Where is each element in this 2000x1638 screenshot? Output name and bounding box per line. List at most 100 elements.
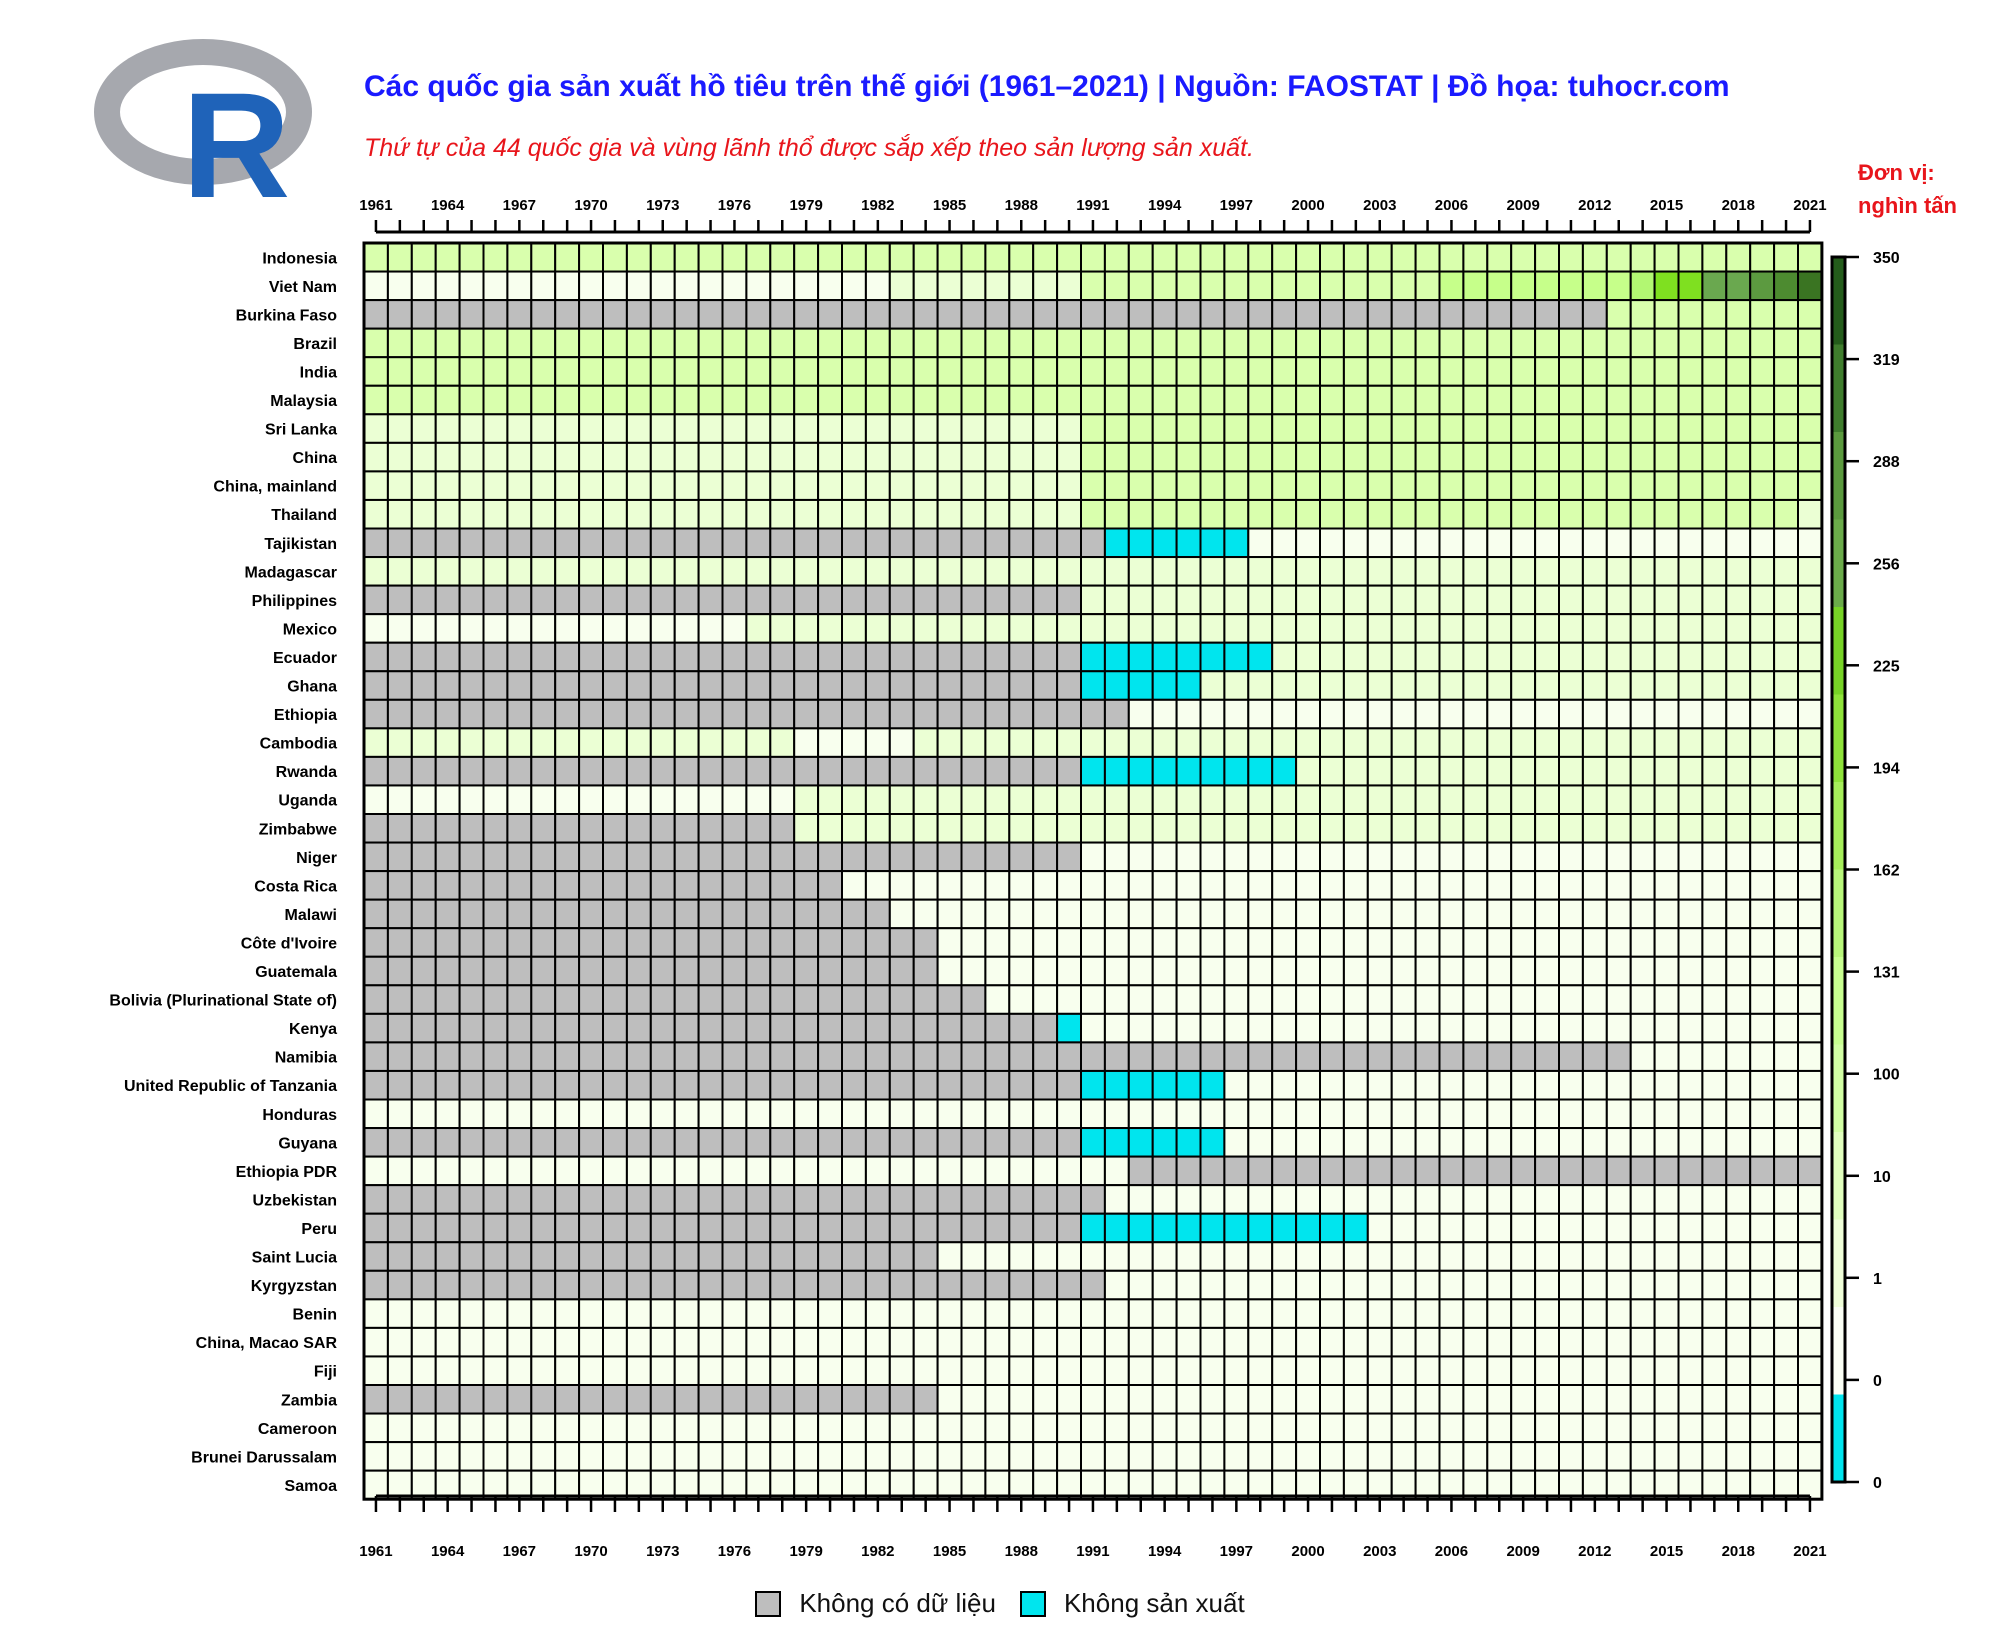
heatmap-cell [434, 1384, 461, 1415]
heatmap-cell [864, 299, 891, 330]
heatmap-cell [554, 413, 581, 444]
heatmap-cell [1366, 1412, 1393, 1444]
heatmap-cell [554, 441, 581, 473]
heatmap-cell [912, 1155, 939, 1187]
heatmap-cell [554, 556, 581, 587]
heatmap-cell [1319, 299, 1345, 330]
heatmap-cell [1605, 870, 1632, 901]
colorbar-segment [1832, 782, 1845, 870]
heatmap-cell [888, 1384, 915, 1415]
heatmap-cell [1080, 1098, 1106, 1130]
heatmap-cell [1701, 441, 1728, 473]
heatmap-cell [1462, 1127, 1489, 1158]
heatmap-cell [1605, 841, 1632, 873]
unit-line-1: Đơn vị: [1858, 160, 1935, 185]
heatmap-cell [1319, 498, 1345, 530]
heatmap-cell [1199, 1269, 1226, 1301]
heatmap-cell [1151, 670, 1178, 701]
heatmap-cell [1319, 1212, 1345, 1244]
heatmap-cell [1271, 1241, 1298, 1272]
heatmap-cell [1319, 813, 1345, 844]
row-label: Costa Rica [254, 878, 337, 895]
heatmap-cell [1223, 1069, 1250, 1101]
heatmap-cell [1558, 841, 1584, 873]
heatmap-cell [554, 1069, 581, 1101]
heatmap-cell [1677, 841, 1704, 873]
heatmap-cell [1534, 698, 1560, 730]
heatmap-cell [1127, 1384, 1154, 1415]
heatmap-cell [721, 1241, 748, 1272]
heatmap-cell [1797, 784, 1823, 816]
heatmap-cell [888, 870, 915, 901]
heatmap-cell [1127, 327, 1154, 359]
heatmap-cell [578, 955, 604, 987]
heatmap-cell [434, 470, 461, 501]
heatmap-cell [1462, 613, 1489, 644]
heatmap-cell [554, 1127, 581, 1158]
heatmap-cell [434, 384, 461, 416]
heatmap-cell [1438, 670, 1465, 701]
heatmap-cell [434, 498, 461, 530]
heatmap-cell [1773, 613, 1799, 644]
heatmap-cell [1510, 1212, 1537, 1244]
heatmap-cell [1558, 1441, 1584, 1472]
heatmap-cell [1534, 613, 1560, 644]
heatmap-cell [602, 613, 628, 644]
heatmap-cell [1223, 327, 1250, 359]
heatmap-cell [1677, 242, 1704, 273]
row-label: Cambodia [260, 736, 337, 753]
row-label: Madagascar [245, 564, 338, 581]
heatmap-cell [1127, 613, 1154, 644]
heatmap-cell [1438, 441, 1465, 473]
heatmap-cell [1366, 441, 1393, 473]
heatmap-cell [1558, 1012, 1584, 1044]
heatmap-cell [625, 1069, 652, 1101]
heatmap-cell [1390, 413, 1417, 444]
heatmap-cell [1534, 955, 1560, 987]
heatmap-cell [721, 1298, 748, 1329]
heatmap-cell [1080, 670, 1106, 701]
heatmap-cell [1510, 1127, 1537, 1158]
heatmap-cell [888, 527, 915, 559]
heatmap-cell [1199, 584, 1226, 616]
heatmap-cell [912, 955, 939, 987]
heatmap-cell [1199, 498, 1226, 530]
top-axis-label: 1970 [574, 197, 607, 214]
heatmap-cell [1056, 441, 1082, 473]
heatmap-cell [984, 670, 1011, 701]
heatmap-cell [984, 613, 1011, 644]
heatmap-cell [1605, 1441, 1632, 1472]
heatmap-cell [1701, 527, 1728, 559]
heatmap-cell [482, 498, 509, 530]
heatmap-cell [1223, 755, 1250, 787]
heatmap-cell [984, 1155, 1011, 1187]
heatmap-cell [1677, 1012, 1704, 1044]
heatmap-cell [1605, 927, 1632, 958]
heatmap-cell [530, 898, 557, 930]
heatmap-cell [1486, 784, 1513, 816]
heatmap-cell [1295, 441, 1321, 473]
heatmap-cell [1175, 1069, 1202, 1101]
heatmap-cell [1629, 641, 1656, 673]
heatmap-cell [1701, 1012, 1728, 1044]
heatmap-cell [1701, 1127, 1728, 1158]
heatmap-cell [434, 927, 461, 958]
heatmap-cell [602, 556, 628, 587]
heatmap-cell [984, 755, 1011, 787]
heatmap-cell [1797, 384, 1823, 416]
heatmap-cell [793, 1184, 820, 1215]
heatmap-cell [1056, 727, 1082, 758]
heatmap-cell [1462, 1012, 1489, 1044]
heatmap-cell [1342, 1098, 1369, 1130]
heatmap-cell [745, 898, 772, 930]
heatmap-cell [769, 927, 796, 958]
heatmap-cell [1103, 984, 1130, 1015]
heatmap-cell [1103, 784, 1130, 816]
heatmap-cell [912, 1127, 939, 1158]
heatmap-cell [1605, 813, 1632, 844]
heatmap-cell [984, 784, 1011, 816]
heatmap-cell [1103, 755, 1130, 787]
heatmap-cell [1558, 955, 1584, 987]
bottom-axis-label: 1997 [1220, 1543, 1253, 1560]
heatmap-cell [960, 556, 987, 587]
